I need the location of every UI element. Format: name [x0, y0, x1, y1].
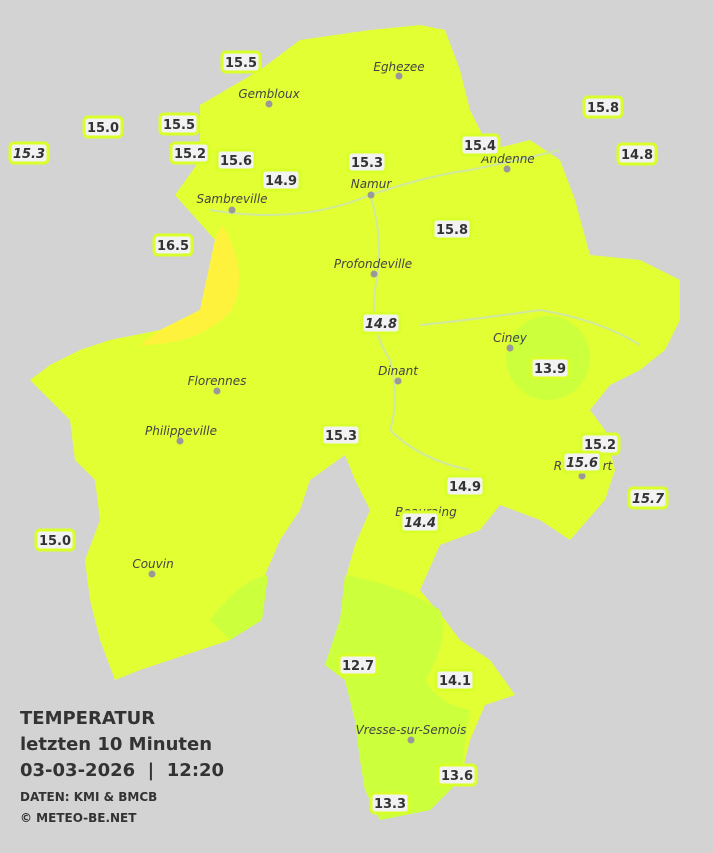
- city-dot: [148, 570, 156, 578]
- city-name: Eghezee: [373, 60, 424, 74]
- station-temperature: 14.8: [621, 148, 653, 163]
- city-name: Profondeville: [334, 257, 412, 271]
- station-box: [459, 133, 501, 157]
- legend-period: letzten 10 Minuten: [20, 734, 212, 755]
- city-dot: [506, 344, 514, 352]
- station-temperature: 15.8: [436, 223, 468, 238]
- station-temperature: 15.3: [325, 429, 357, 444]
- station-box: [337, 653, 379, 677]
- city-name: Philippeville: [145, 424, 217, 438]
- city-dot: [394, 377, 402, 385]
- city-name: Namur: [351, 177, 393, 191]
- station-temperature: 15.4: [464, 139, 496, 154]
- station-temperature: 15.3: [351, 156, 383, 171]
- station-temperature: 15.5: [163, 118, 195, 133]
- station-temperature: 15.3: [13, 147, 45, 162]
- river: [209, 149, 641, 471]
- station-box: [369, 791, 411, 815]
- station-temperature: 14.8: [365, 317, 397, 332]
- station-temperature: 15.7: [632, 492, 665, 507]
- station-box: [561, 450, 603, 474]
- station-temperature: 15.8: [587, 101, 619, 116]
- city-dot: [367, 191, 375, 199]
- station-box: [616, 142, 658, 166]
- city-dot: [213, 387, 221, 395]
- legend-copyright: © METEO-BE.NET: [20, 811, 137, 825]
- station-box: [529, 356, 571, 380]
- station-box: [434, 668, 476, 692]
- station-temperature: 14.1: [439, 674, 471, 689]
- station-box: [215, 148, 257, 172]
- province-shape: [30, 25, 680, 820]
- station-box: [320, 423, 362, 447]
- station-box: [34, 528, 76, 552]
- station-box: [346, 150, 388, 174]
- station-temperature: 15.5: [225, 56, 257, 71]
- cool-zone: [210, 575, 268, 640]
- city-name: Couvin: [132, 557, 173, 571]
- station-box: [169, 141, 211, 165]
- station-temperature: 14.9: [265, 174, 297, 189]
- station-box: [220, 50, 262, 74]
- warm-zone: [140, 225, 240, 345]
- legend-title: TEMPERATUR: [20, 708, 155, 729]
- station-box: [582, 95, 624, 119]
- city-name: Florennes: [188, 374, 247, 388]
- city-name: Dinant: [378, 364, 419, 378]
- city-name: Ciney: [493, 331, 528, 345]
- station-temperature: 15.0: [39, 534, 71, 549]
- city-name: Gembloux: [238, 87, 300, 101]
- city-dot: [176, 437, 184, 445]
- legend-source: DATEN: KMI & BMCB: [20, 790, 157, 804]
- station-temperature: 13.3: [374, 797, 406, 812]
- station-box: [8, 141, 50, 165]
- city-dot: [395, 72, 403, 80]
- station-box: [82, 115, 124, 139]
- station-box: [260, 168, 302, 192]
- station-temperature: 15.2: [174, 147, 206, 162]
- station-box: [152, 233, 194, 257]
- station-temperature: 14.4: [404, 516, 436, 531]
- station-box: [436, 763, 478, 787]
- station-box: [399, 510, 441, 534]
- city-dot: [503, 165, 511, 173]
- station-temperature: 13.9: [534, 362, 566, 377]
- station-temperature: 15.2: [584, 438, 616, 453]
- city-dot: [370, 270, 378, 278]
- station-temperature: 16.5: [157, 239, 189, 254]
- station-box: [444, 474, 486, 498]
- station-box: [431, 217, 473, 241]
- station-temperature: 15.0: [87, 121, 119, 136]
- station-temperature: 15.6: [220, 154, 252, 169]
- cool-zone: [325, 575, 470, 820]
- city-dot: [228, 206, 236, 214]
- station-box: [360, 311, 402, 335]
- station-temperature: 13.6: [441, 769, 473, 784]
- city-name: Vresse-sur-Semois: [356, 723, 467, 737]
- legend-datetime: 03-03-2026 | 12:20: [20, 760, 224, 781]
- station-temperature: 12.7: [342, 659, 374, 674]
- station-temperature: 14.9: [449, 480, 481, 495]
- city-dot: [578, 472, 586, 480]
- station-temperature: 15.6: [566, 456, 598, 471]
- city-dot: [407, 736, 415, 744]
- station-box: [158, 112, 200, 136]
- station-box: [627, 486, 669, 510]
- city-name: Sambreville: [196, 192, 267, 206]
- city-dot: [265, 100, 273, 108]
